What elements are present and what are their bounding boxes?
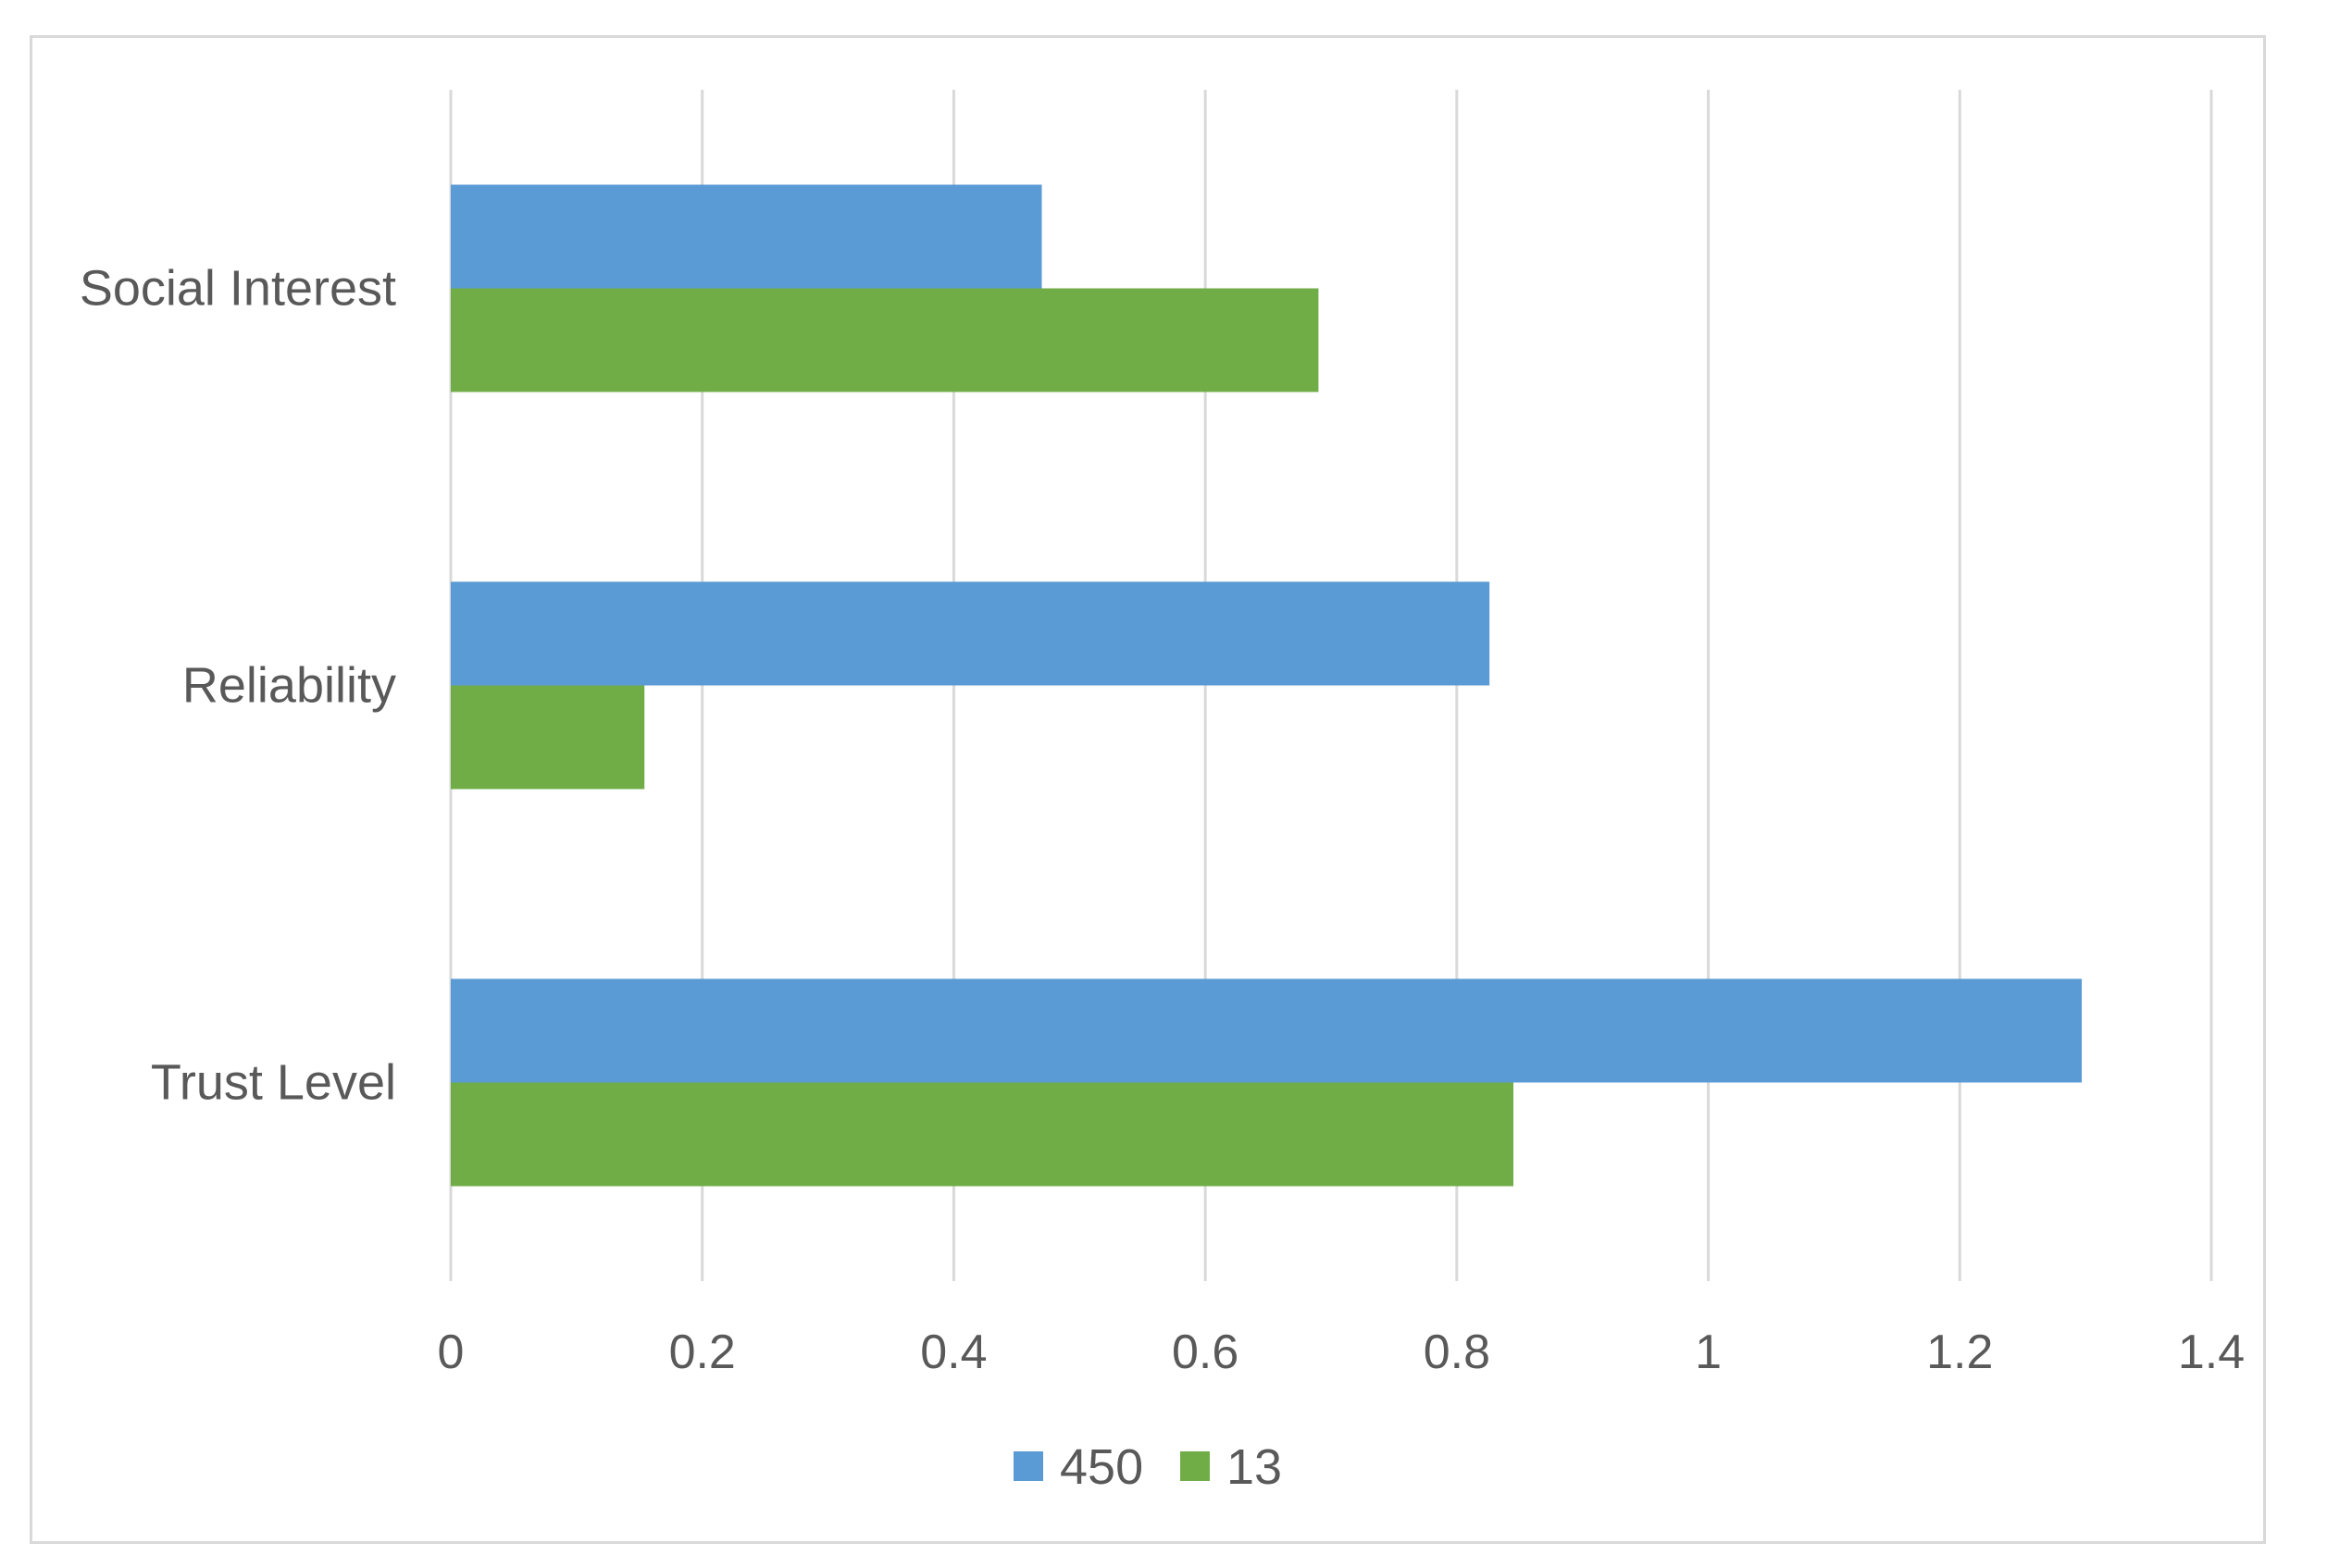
x-tick-label: 0.8 — [1424, 1325, 1490, 1379]
legend: 450 13 — [1014, 1439, 1282, 1495]
bar-13-social-interest — [451, 288, 1319, 392]
bars — [451, 184, 2083, 1187]
bar-13-reliability — [451, 685, 645, 790]
bar-450-reliability — [451, 581, 1490, 686]
x-tick-label: 0.4 — [920, 1325, 987, 1379]
legend-swatch — [1014, 1451, 1043, 1481]
category-labels: Social Interest Reliability Trust Level — [80, 261, 396, 1111]
x-tick-label: 1.4 — [2178, 1325, 2245, 1379]
x-tick-label: 0 — [438, 1325, 465, 1379]
legend-swatch — [1180, 1451, 1210, 1481]
bar-450-social-interest — [451, 184, 1042, 289]
legend-label: 13 — [1226, 1439, 1282, 1495]
x-tick-labels: 0 0.2 0.4 0.6 0.8 1 1.2 1.4 — [438, 1325, 2246, 1379]
legend-label: 450 — [1060, 1439, 1143, 1495]
category-label: Trust Level — [151, 1055, 396, 1111]
bar-450-trust-level — [451, 978, 2083, 1083]
x-tick-label: 0.2 — [669, 1325, 736, 1379]
chart-frame — [30, 35, 2266, 1544]
category-label: Reliability — [182, 658, 396, 714]
bar-13-trust-level — [451, 1082, 1513, 1187]
x-tick-label: 1.2 — [1926, 1325, 1993, 1379]
x-tick-label: 1 — [1695, 1325, 1722, 1379]
category-label: Social Interest — [80, 261, 396, 317]
x-tick-label: 0.6 — [1172, 1325, 1238, 1379]
